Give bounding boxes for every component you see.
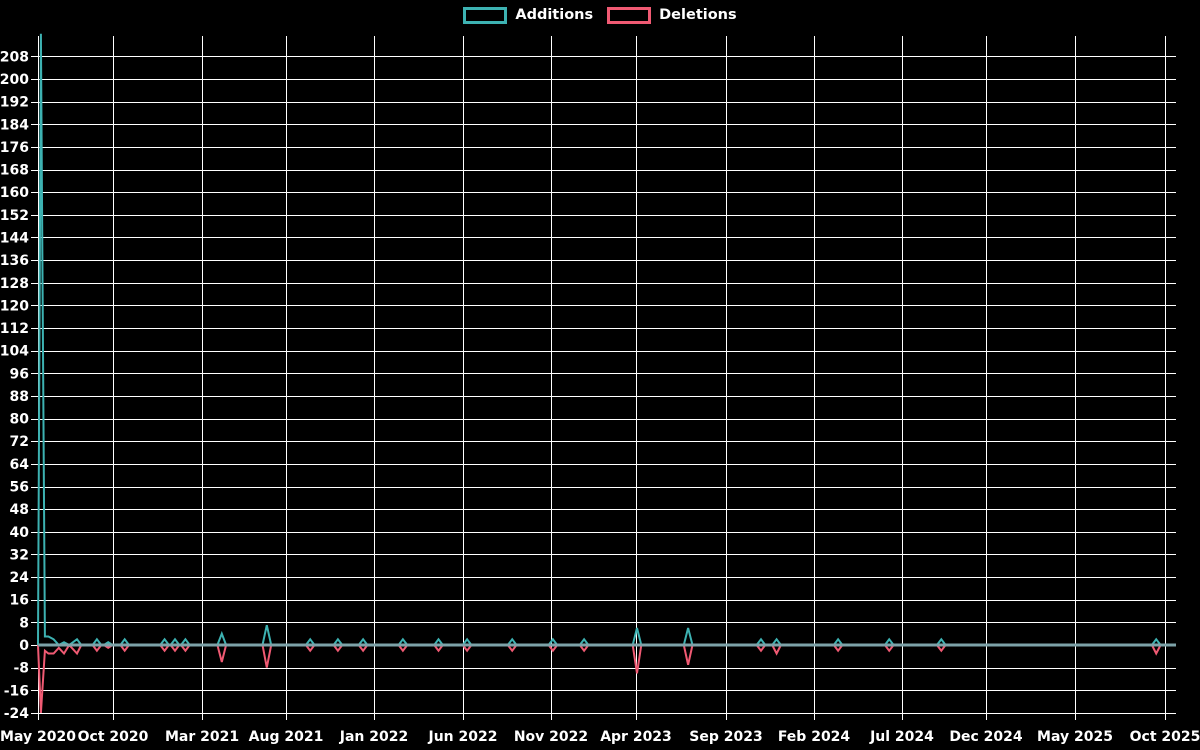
- y-axis-tick-label: 128: [0, 276, 29, 292]
- y-axis-tick-label: 56: [10, 480, 29, 496]
- y-axis-tick-label: 64: [10, 457, 30, 473]
- legend-item-additions[interactable]: Additions: [463, 7, 593, 24]
- y-axis-tick-label: 184: [0, 117, 29, 133]
- y-axis-tick-label: 32: [10, 547, 29, 563]
- y-axis-tick-label: 88: [10, 389, 29, 405]
- y-axis-tick-label: 96: [10, 366, 29, 382]
- x-axis-tick-label: Jan 2022: [339, 729, 408, 745]
- chart-legend: Additions Deletions: [0, 7, 1200, 24]
- additions-swatch: [463, 7, 508, 24]
- additions-line: [37, 33, 1176, 647]
- y-axis-tick-label: 0: [19, 638, 29, 654]
- y-axis-tick-label: 104: [0, 344, 29, 360]
- y-axis-tick-label: -16: [4, 683, 29, 699]
- deletions-line: [37, 643, 1176, 713]
- x-axis-tick-label: Mar 2021: [165, 729, 239, 745]
- y-axis-tick-label: 120: [0, 298, 29, 314]
- y-axis-tick-label: 24: [10, 570, 30, 586]
- y-axis-tick-label: -8: [13, 661, 29, 677]
- x-axis-tick-label: Sep 2023: [689, 729, 762, 745]
- y-axis-tick-label: 112: [0, 321, 29, 337]
- additions-legend-label: Additions: [515, 7, 594, 24]
- y-axis-tick-label: 160: [0, 185, 29, 201]
- x-axis-tick-label: Aug 2021: [249, 729, 324, 745]
- y-axis-tick-label: 144: [0, 230, 29, 246]
- x-axis-tick-label: May 2020: [0, 729, 76, 745]
- x-axis-tick-label: Feb 2024: [778, 729, 851, 745]
- legend-item-deletions[interactable]: Deletions: [607, 7, 737, 24]
- x-axis-tick-label: Jul 2024: [869, 729, 934, 745]
- x-axis-tick-label: Jun 2022: [428, 729, 498, 745]
- x-axis-tick-label: Apr 2023: [600, 729, 672, 745]
- deletions-legend-label: Deletions: [659, 7, 737, 24]
- y-axis-tick-label: 80: [10, 412, 30, 428]
- y-axis-tick-label: 72: [10, 434, 29, 450]
- x-axis-tick-label: May 2025: [1037, 729, 1113, 745]
- y-axis-tick-label: 192: [0, 95, 29, 111]
- y-axis-tick-label: 40: [10, 525, 30, 541]
- y-axis-tick-label: 8: [19, 615, 29, 631]
- y-axis-tick-label: 208: [0, 49, 29, 65]
- deletions-swatch: [607, 7, 652, 24]
- y-axis-tick-label: 152: [0, 208, 29, 224]
- y-axis-tick-label: -24: [4, 706, 30, 722]
- y-axis-tick-label: 176: [0, 140, 29, 156]
- y-axis-tick-label: 16: [10, 593, 29, 609]
- y-axis-tick-label: 200: [0, 72, 29, 88]
- x-axis-tick-label: Oct 2025: [1130, 729, 1200, 745]
- y-axis-tick-label: 136: [0, 253, 29, 269]
- y-axis-tick-label: 48: [10, 502, 29, 518]
- x-axis-tick-label: Oct 2020: [78, 729, 149, 745]
- y-axis-tick-label: 168: [0, 163, 29, 179]
- x-axis-tick-label: Dec 2024: [949, 729, 1023, 745]
- x-axis-tick-label: Nov 2022: [514, 729, 588, 745]
